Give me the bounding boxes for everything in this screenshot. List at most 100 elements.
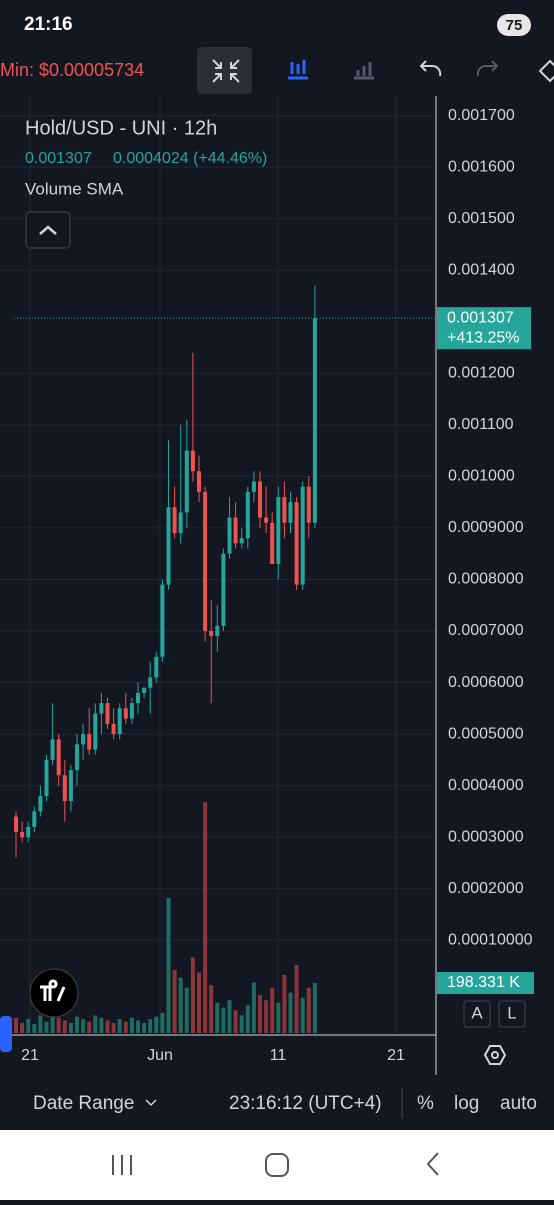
volume-bar — [300, 997, 305, 1033]
y-tick-label: 0.0005000 — [448, 725, 524, 742]
candle-body — [276, 497, 281, 564]
home-button[interactable] — [265, 1153, 289, 1177]
candle-body — [288, 502, 293, 523]
candle-body — [20, 832, 25, 838]
volume-bar — [215, 1002, 220, 1033]
volume-bar — [44, 1021, 49, 1033]
volume-bar — [227, 1000, 232, 1033]
volume-bar — [111, 1022, 116, 1033]
log-scale-button[interactable] — [498, 1000, 526, 1028]
auto-toggle[interactable]: auto — [500, 1093, 537, 1114]
status-time: 21:16 — [24, 14, 73, 35]
volume-bar — [99, 1017, 104, 1033]
volume-bar — [239, 1015, 244, 1033]
candle-body — [239, 538, 244, 544]
volume-bar — [178, 977, 183, 1033]
y-tick-label: 0.001400 — [448, 261, 515, 278]
volume-bar — [209, 985, 214, 1033]
y-tick-label: 0.0008000 — [448, 571, 524, 588]
candle-body — [294, 502, 299, 585]
percent-toggle[interactable]: % — [417, 1093, 434, 1114]
volume-bar — [148, 1019, 153, 1033]
candle-body — [209, 631, 214, 637]
navigation-bar — [0, 1130, 554, 1200]
volume-bar — [26, 1019, 31, 1033]
candle-body — [62, 775, 67, 802]
y-tick-label: 0.0002000 — [448, 880, 524, 897]
volume-bar — [312, 983, 317, 1033]
volume-bar — [245, 1005, 250, 1033]
legend-change: 0.0004024 (+44.46%) — [113, 150, 267, 167]
volume-bar — [221, 1007, 226, 1033]
volume-bar — [288, 992, 293, 1033]
collapse-button[interactable] — [25, 211, 71, 249]
x-tick-label: 21 — [387, 1047, 405, 1064]
undo-button[interactable] — [419, 60, 442, 77]
battery-icon — [497, 14, 531, 36]
candle-body — [129, 703, 134, 719]
x-tick-label: 11 — [270, 1047, 287, 1064]
volume-bar — [20, 1022, 25, 1033]
volume-bar — [306, 987, 311, 1033]
volume-bar — [62, 1020, 67, 1033]
candle-body — [56, 739, 61, 776]
time-axis-settings-dot — [491, 1051, 499, 1059]
indicators-button[interactable] — [354, 62, 374, 80]
y-tick-label: 0.0007000 — [448, 622, 524, 639]
y-tick-label: 0.00010000 — [448, 931, 533, 948]
candle-body — [87, 734, 92, 750]
candle-body — [245, 491, 250, 539]
time-axis-settings[interactable] — [483, 1045, 507, 1065]
candle-body — [312, 318, 317, 523]
volume-bar — [282, 975, 287, 1033]
y-tick-label: 0.001100 — [448, 416, 514, 433]
candle-body — [306, 486, 311, 523]
fullscreen-button[interactable] — [197, 47, 252, 94]
chart: 21 Jun 11 21 0.001700 0.001600 0.001500 0.00140… — [0, 95, 533, 1064]
volume-bar — [68, 1022, 73, 1033]
candle-body — [142, 687, 147, 693]
volume-bar — [172, 970, 177, 1033]
volume-bar — [87, 1021, 92, 1033]
volume-bar — [258, 995, 262, 1033]
candle-body — [178, 512, 183, 534]
candle-body — [50, 739, 55, 760]
back-button[interactable] — [426, 1152, 439, 1176]
candle-body — [270, 522, 275, 564]
collapse-icon — [39, 225, 57, 235]
volume-bar — [93, 1015, 98, 1033]
auto-scale-label: A — [471, 1003, 483, 1022]
candle-body — [197, 471, 201, 492]
candle-body — [227, 517, 232, 554]
volume-bar — [38, 1015, 43, 1033]
volume-bar — [197, 972, 201, 1033]
volume-bar — [32, 1024, 37, 1033]
side-handle[interactable] — [0, 1016, 12, 1052]
candle-body — [44, 759, 49, 796]
y-tick-label: 0.001500 — [448, 210, 515, 227]
log-toggle[interactable]: log — [454, 1093, 479, 1114]
volume-bar — [251, 982, 256, 1033]
candle-body — [282, 497, 287, 523]
auto-scale-button[interactable] — [463, 1000, 491, 1028]
candle-body — [68, 770, 73, 802]
y-tick-label: 0.001600 — [448, 158, 515, 175]
legend-indicator: Volume SMA — [25, 179, 124, 198]
battery-level: 75 — [506, 17, 523, 34]
candle-body — [38, 795, 43, 812]
redo-button[interactable] — [476, 60, 499, 77]
candles-button[interactable] — [288, 60, 308, 80]
settings-button[interactable] — [538, 59, 554, 83]
last-price-change: +413.25% — [447, 329, 520, 346]
volume-tag-label: 198.331 K — [447, 974, 520, 991]
candle-body — [75, 744, 79, 771]
candle-body — [172, 507, 177, 534]
y-tick-label: 0.0006000 — [448, 674, 524, 691]
candle-body — [81, 734, 86, 745]
tv-logo-mark — [40, 979, 66, 1002]
recents-button[interactable] — [112, 1155, 132, 1175]
volume-bar — [56, 1017, 61, 1033]
date-range-button[interactable]: Date Range — [33, 1093, 134, 1114]
candle-body — [190, 450, 195, 472]
